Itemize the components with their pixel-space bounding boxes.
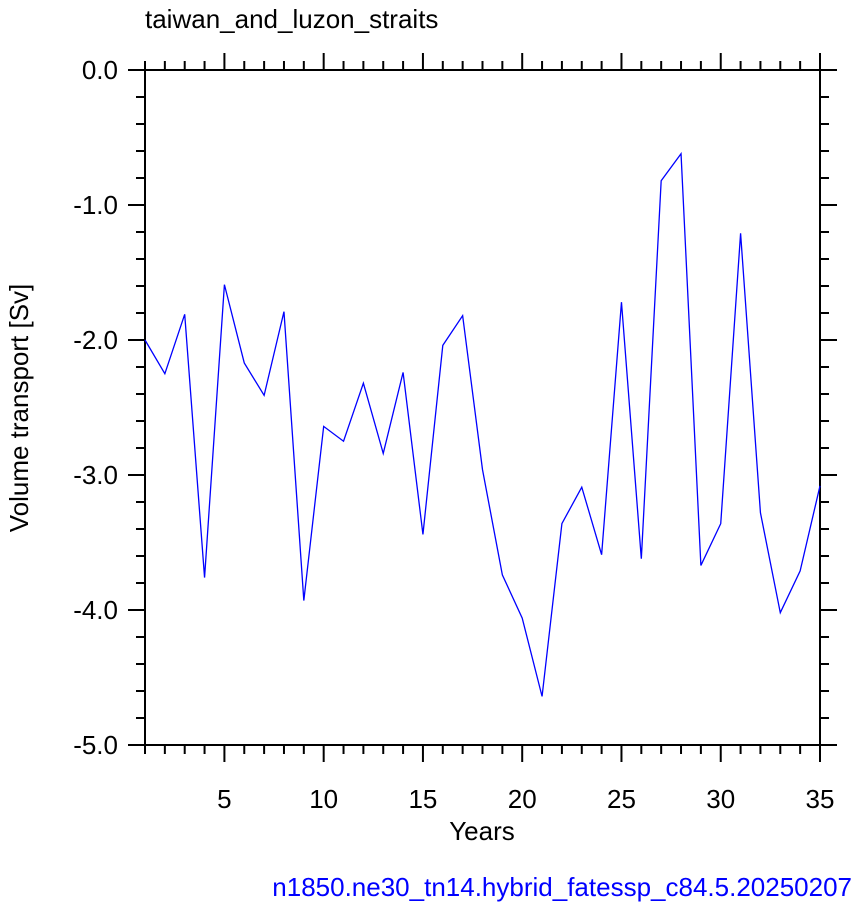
x-tick-label: 35 — [806, 784, 835, 814]
y-tick-label: -5.0 — [73, 730, 118, 760]
data-line — [144, 151, 821, 697]
x-tick-label: 10 — [309, 784, 338, 814]
x-tick-label: 15 — [408, 784, 437, 814]
x-axis-label: Years — [449, 816, 515, 846]
y-axis-label: Volume transport [Sv] — [4, 284, 34, 533]
y-tick-label: -3.0 — [73, 460, 118, 490]
x-tick-label: 25 — [607, 784, 636, 814]
x-tick-label: 20 — [508, 784, 537, 814]
y-tick-label: -4.0 — [73, 595, 118, 625]
y-tick-label: -1.0 — [73, 190, 118, 220]
plot-frame — [144, 69, 821, 746]
x-tick-label: 30 — [706, 784, 735, 814]
subtitle: n1850.ne30_tn14.hybrid_fatessp_c84.5.202… — [272, 872, 852, 902]
y-tick-label: -2.0 — [73, 325, 118, 355]
chart-title: taiwan_and_luzon_straits — [145, 4, 438, 34]
y-tick-label: 0.0 — [82, 55, 118, 85]
x-tick-label: 5 — [217, 784, 231, 814]
